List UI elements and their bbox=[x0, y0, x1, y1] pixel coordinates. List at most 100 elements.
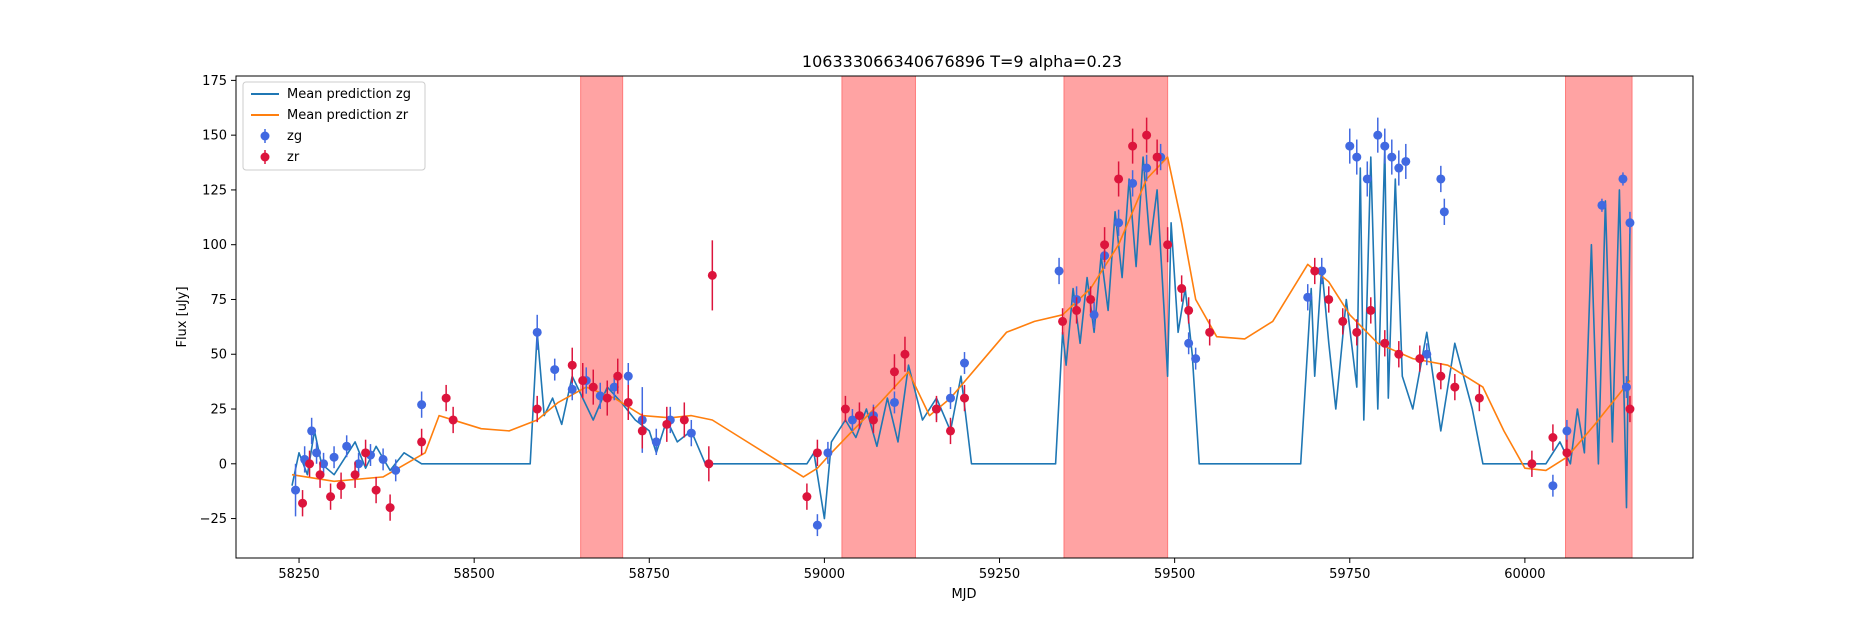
point-zg-9 bbox=[378, 454, 388, 464]
point-zg-4 bbox=[319, 459, 329, 469]
x-tick-label-59500: 59500 bbox=[1154, 567, 1195, 582]
shaded-region-0 bbox=[580, 76, 624, 558]
point-zr-51 bbox=[1380, 338, 1390, 348]
point-zg-39 bbox=[1184, 338, 1194, 348]
legend-label-zg-line: Mean prediction zg bbox=[287, 87, 411, 102]
point-zg-53 bbox=[1439, 207, 1449, 217]
y-tick-label-25: 25 bbox=[210, 403, 227, 418]
shaded-region-2 bbox=[1063, 76, 1169, 558]
point-zg-37 bbox=[1142, 163, 1152, 173]
y-tick-label-100: 100 bbox=[202, 238, 227, 253]
y-tick-label-0: 0 bbox=[219, 457, 227, 472]
point-zr-15 bbox=[588, 382, 598, 392]
y-tick-label-125: 125 bbox=[202, 183, 227, 198]
point-zg-56 bbox=[1597, 200, 1607, 210]
legend: Mean prediction zg Mean prediction zr zg… bbox=[242, 81, 426, 171]
point-zr-46 bbox=[1310, 266, 1320, 276]
point-zg-50 bbox=[1401, 156, 1411, 166]
point-zr-56 bbox=[1474, 393, 1484, 403]
point-zg-48 bbox=[1387, 152, 1397, 162]
point-zg-0 bbox=[291, 485, 301, 495]
point-zr-30 bbox=[900, 349, 910, 359]
point-zr-31 bbox=[931, 404, 941, 414]
point-zg-45 bbox=[1362, 174, 1372, 184]
point-zr-29 bbox=[889, 367, 899, 377]
x-tick-label-60000: 60000 bbox=[1504, 567, 1545, 582]
point-zr-58 bbox=[1548, 433, 1558, 442]
point-zg-46 bbox=[1373, 130, 1383, 140]
x-axis-label: MJD bbox=[951, 587, 976, 602]
shaded-regions bbox=[580, 76, 1633, 558]
point-zg-30 bbox=[960, 358, 969, 368]
point-zg-29 bbox=[945, 393, 955, 403]
point-zr-48 bbox=[1338, 316, 1348, 326]
point-zr-34 bbox=[1058, 316, 1068, 326]
point-zr-38 bbox=[1114, 174, 1124, 184]
y-tick-label--25: −25 bbox=[200, 512, 227, 527]
point-zg-58 bbox=[1621, 382, 1631, 392]
y-axis-label: Flux [uJy] bbox=[175, 286, 190, 347]
point-zr-26 bbox=[840, 404, 850, 414]
point-zr-12 bbox=[532, 404, 542, 414]
point-zg-40 bbox=[1191, 354, 1201, 364]
point-zr-8 bbox=[385, 503, 395, 513]
point-zr-11 bbox=[448, 415, 458, 425]
point-zg-47 bbox=[1380, 141, 1390, 151]
point-zg-5 bbox=[329, 452, 339, 462]
point-zr-49 bbox=[1352, 327, 1362, 337]
point-zg-52 bbox=[1436, 174, 1446, 184]
point-zr-60 bbox=[1625, 404, 1635, 414]
point-zg-16 bbox=[595, 391, 605, 401]
point-zr-41 bbox=[1152, 152, 1162, 162]
point-zg-20 bbox=[651, 437, 661, 447]
point-zr-28 bbox=[868, 415, 878, 425]
point-zg-27 bbox=[889, 397, 899, 407]
x-tick-label-59000: 59000 bbox=[804, 567, 845, 582]
y-axis: −25 0 25 50 75 100 125 150 175 bbox=[200, 74, 236, 527]
point-zr-20 bbox=[662, 419, 672, 429]
point-zr-21 bbox=[679, 415, 689, 425]
point-zr-5 bbox=[350, 470, 360, 480]
point-zr-59 bbox=[1562, 448, 1572, 458]
point-zr-13 bbox=[567, 360, 577, 370]
point-zg-10 bbox=[391, 465, 401, 475]
point-zr-53 bbox=[1415, 354, 1425, 364]
point-zr-4 bbox=[336, 481, 346, 491]
shaded-region-3 bbox=[1565, 76, 1633, 558]
legend-swatch-zr-marker bbox=[260, 152, 270, 162]
point-zr-32 bbox=[945, 426, 955, 436]
chart-title: 106333066340676896 T=9 alpha=0.23 bbox=[802, 52, 1122, 71]
point-zr-42 bbox=[1163, 240, 1173, 250]
point-zr-19 bbox=[637, 426, 647, 436]
shaded-region-1 bbox=[841, 76, 916, 558]
point-zr-23 bbox=[704, 459, 714, 469]
legend-label-zr-line: Mean prediction zr bbox=[287, 108, 409, 123]
point-zr-18 bbox=[623, 397, 633, 407]
point-zg-25 bbox=[847, 415, 857, 425]
point-zr-14 bbox=[578, 376, 588, 386]
legend-label-zr: zr bbox=[287, 150, 300, 165]
x-axis: 58250 58500 58750 59000 59250 59500 59750 60000 bbox=[278, 558, 1546, 582]
y-tick-label-175: 175 bbox=[202, 74, 227, 89]
x-tick-label-59250: 59250 bbox=[979, 567, 1020, 582]
point-zg-43 bbox=[1345, 141, 1355, 151]
point-zr-2 bbox=[315, 470, 325, 480]
point-zr-54 bbox=[1436, 371, 1446, 381]
point-zr-33 bbox=[960, 393, 969, 403]
point-zr-27 bbox=[854, 411, 864, 421]
y-tick-label-75: 75 bbox=[210, 293, 227, 308]
point-zg-49 bbox=[1394, 163, 1404, 173]
point-zr-39 bbox=[1128, 141, 1138, 151]
point-zr-50 bbox=[1366, 305, 1376, 315]
point-zg-55 bbox=[1562, 426, 1572, 436]
point-zr-55 bbox=[1450, 382, 1460, 392]
point-zg-31 bbox=[1054, 266, 1064, 276]
point-zg-18 bbox=[623, 371, 633, 381]
point-zr-44 bbox=[1184, 305, 1194, 315]
point-zg-13 bbox=[550, 365, 560, 375]
point-zg-12 bbox=[532, 327, 542, 337]
point-zr-10 bbox=[441, 393, 451, 403]
point-zg-54 bbox=[1548, 481, 1558, 491]
plot-frame bbox=[235, 75, 1694, 559]
